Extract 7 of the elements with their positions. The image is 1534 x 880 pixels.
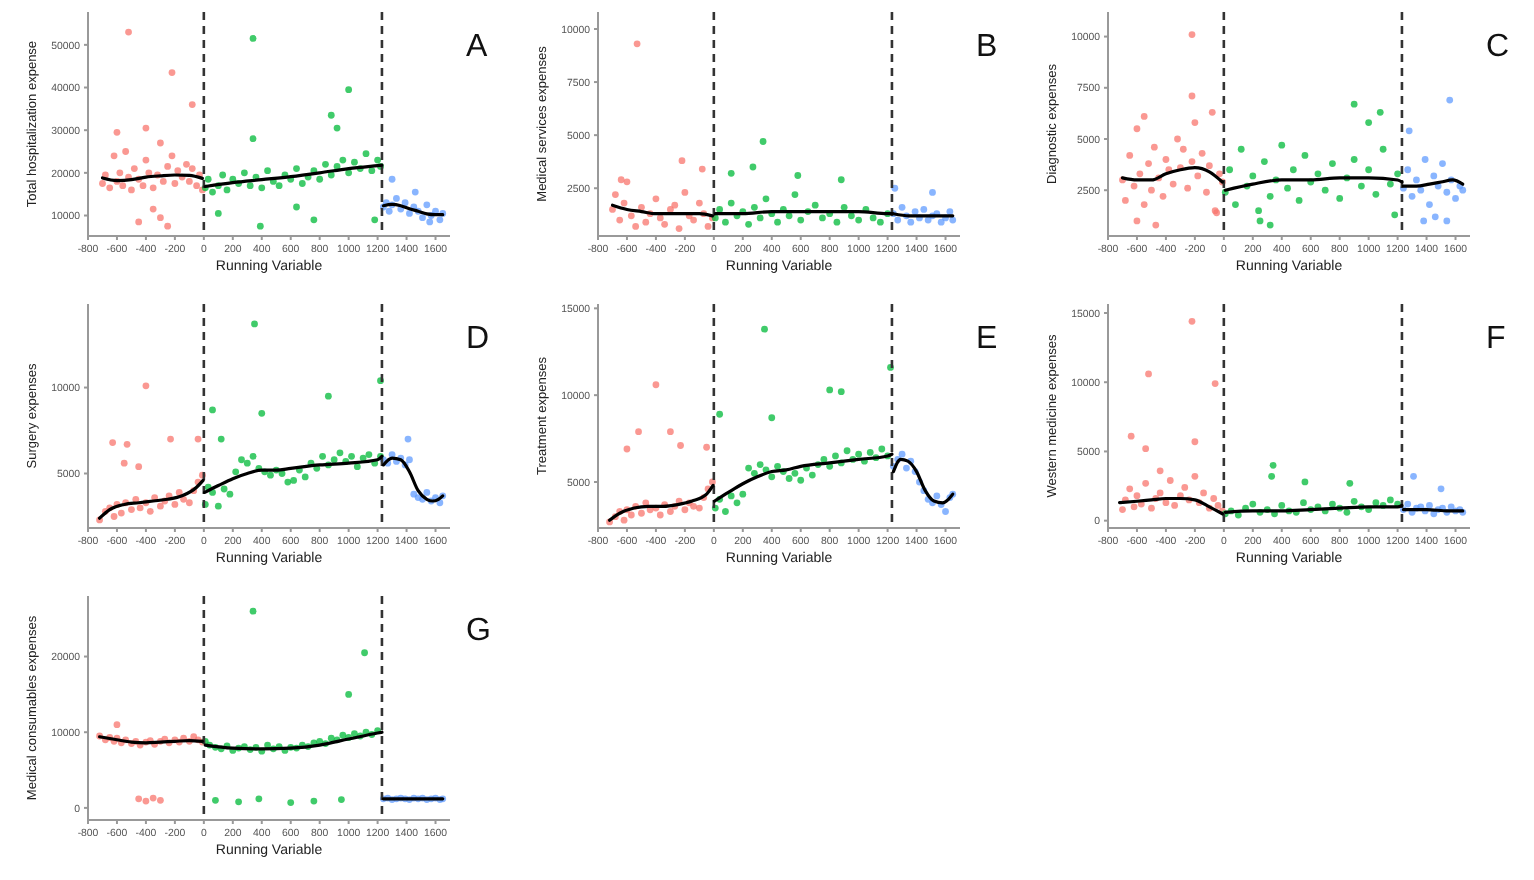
text: F [1486, 322, 1506, 356]
text: E [976, 322, 998, 356]
text: G [466, 614, 491, 648]
text: D [466, 322, 490, 356]
text: B [976, 30, 998, 64]
text: C [1486, 30, 1510, 64]
text: A [466, 30, 488, 64]
